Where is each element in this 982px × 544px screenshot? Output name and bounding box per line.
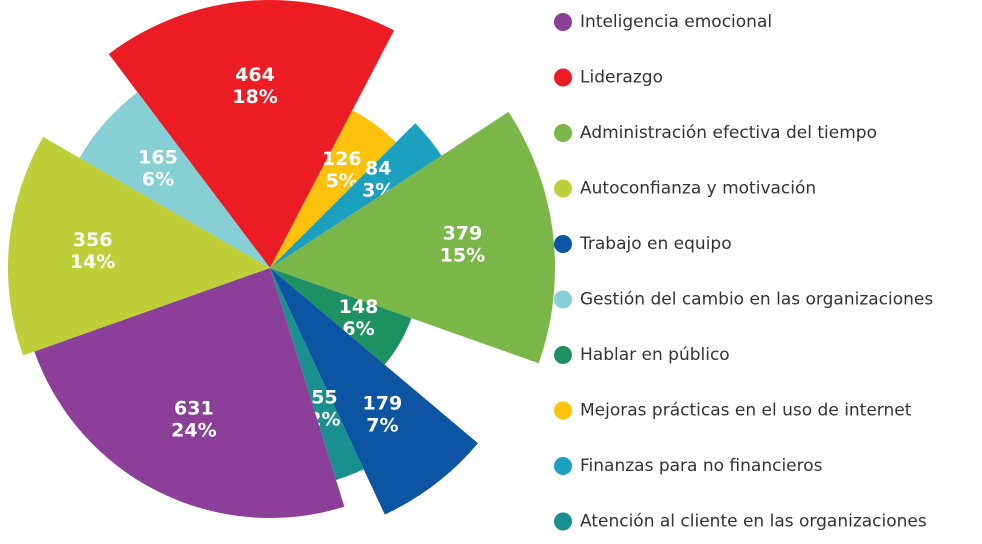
legend-swatch (554, 512, 572, 531)
value-label: 55 (311, 386, 337, 408)
value-label: 356 (73, 229, 113, 251)
legend-label: Trabajo en equipo (579, 234, 732, 254)
slice (270, 111, 556, 364)
slice (8, 136, 271, 356)
legend-swatch (554, 457, 572, 475)
percent-label: 15% (440, 244, 485, 266)
slice (270, 123, 442, 268)
percent-label: 6% (342, 318, 374, 340)
value-label: 84 (365, 158, 391, 180)
legend-swatch (554, 401, 572, 420)
legend-label: Gestión del cambio en las organizaciones (580, 290, 933, 310)
legend-swatch (554, 124, 572, 142)
value-label: 631 (174, 398, 214, 420)
legend-label: Administración efectiva del tiempo (580, 123, 877, 143)
percent-label: 5% (326, 170, 358, 192)
slice (270, 110, 397, 268)
slice (270, 268, 412, 365)
value-label: 464 (235, 64, 275, 86)
legend-label: Hablar en público (580, 345, 730, 365)
percent-label: 14% (70, 251, 115, 273)
legend-swatch (554, 13, 572, 31)
value-label: 179 (363, 392, 403, 414)
legend-label: Finanzas para no financieros (580, 456, 823, 476)
legend-label: Mejoras prácticas en el uso de internet (580, 401, 912, 421)
percent-label: 6% (142, 168, 174, 190)
value-label: 379 (443, 222, 483, 244)
percent-label: 7% (366, 414, 398, 436)
value-label: 126 (322, 148, 362, 170)
legend-swatch (554, 290, 572, 309)
slice (34, 268, 345, 518)
legend-swatch (554, 235, 572, 253)
slice (79, 92, 270, 268)
legend-swatch (554, 346, 572, 364)
slice (270, 268, 364, 480)
legend-label: Autoconfianza y motivación (580, 179, 816, 199)
legend-swatch (554, 68, 572, 87)
value-label: 165 (138, 146, 178, 168)
percent-label: 18% (232, 86, 277, 108)
value-label: 148 (339, 296, 379, 318)
percent-label: 24% (171, 420, 216, 442)
slice (270, 268, 478, 515)
legend-swatch (554, 179, 572, 198)
legend-label: Liderazgo (580, 68, 663, 88)
slice (108, 0, 395, 268)
legend-label: Atención al cliente en las organizacione… (580, 512, 927, 532)
legend-label: Inteligencia emocional (580, 12, 772, 32)
